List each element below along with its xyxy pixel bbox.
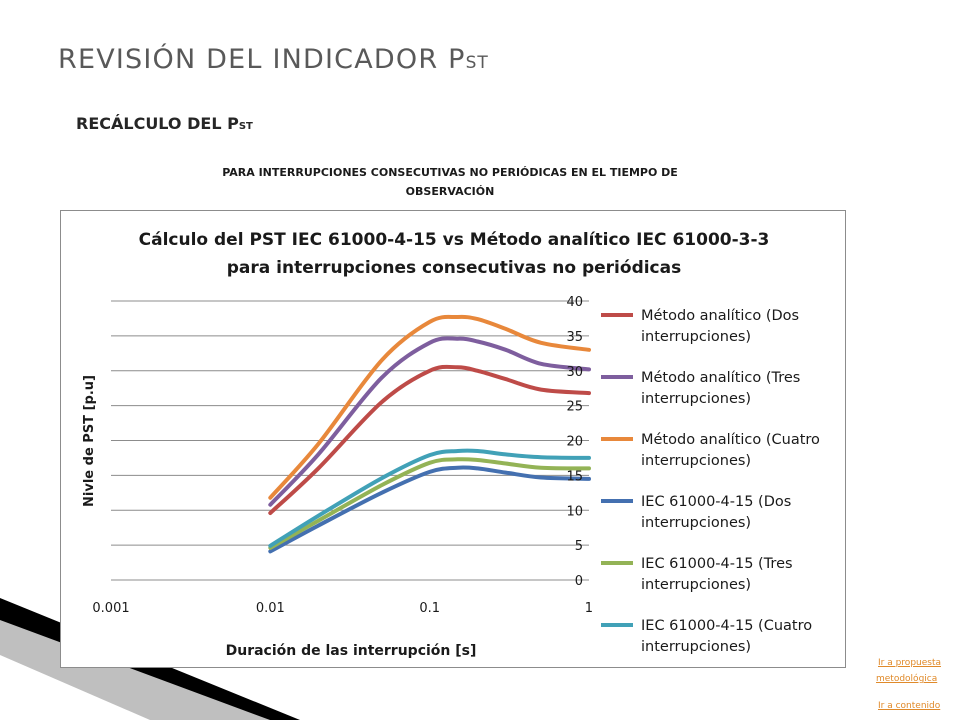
y-tick-label: 15 xyxy=(566,469,583,484)
y-tick-label: 35 xyxy=(566,330,583,345)
x-tick-label: 0.1 xyxy=(419,601,440,616)
y-tick-label: 40 xyxy=(566,295,583,310)
legend-entry-6: IEC 61000-4-15 (Cuatro interrupciones) xyxy=(641,618,812,655)
legend-entry-1: Método analítico (Dos interrupciones) xyxy=(641,308,799,345)
series-line-3 xyxy=(268,314,591,500)
y-tick-label: 5 xyxy=(575,539,583,554)
chart-title-line1: Cálculo del PST IEC 61000-4-15 vs Método… xyxy=(139,230,770,250)
series-line-4 xyxy=(268,465,591,554)
series-line-2 xyxy=(268,336,591,507)
chart-svg: Cálculo del PST IEC 61000-4-15 vs Método… xyxy=(82,230,820,659)
slide-subtitle: RECÁLCULO DEL PST xyxy=(76,114,253,133)
x-tick-label: 0.01 xyxy=(256,601,285,616)
grid-layer xyxy=(111,300,589,581)
y-axis-label: Nivle de PST [p.u] xyxy=(82,375,97,507)
series-layer xyxy=(268,314,591,554)
chart-container: Cálculo del PST IEC 61000-4-15 vs Método… xyxy=(60,210,846,668)
y-tick-label: 10 xyxy=(566,504,583,519)
link-contents[interactable]: Ir a contenido xyxy=(878,701,941,711)
y-tick-label: 0 xyxy=(575,574,583,589)
legend-entry-5: IEC 61000-4-15 (Tres interrupciones) xyxy=(641,556,793,593)
y-tick-layer: 0 5 10 15 20 25 30 35 40 xyxy=(566,295,583,589)
chart-caption: PARA INTERRUPCIONES CONSECUTIVAS NO PERI… xyxy=(222,166,678,198)
link-proposal-line2[interactable]: metodológica xyxy=(876,674,938,684)
series-line-1 xyxy=(268,364,591,515)
series-line-6 xyxy=(268,448,591,548)
y-tick-label: 20 xyxy=(566,435,583,450)
slide-title-subscript: ST xyxy=(465,53,489,73)
x-tick-layer: 0.001 0.01 0.1 1 xyxy=(92,601,593,616)
x-tick-label: 0.001 xyxy=(92,601,129,616)
slide-title: REVISIÓN DEL INDICADOR PST xyxy=(58,44,489,75)
legend: Método analítico (Dos interrupciones) Méto… xyxy=(601,308,820,655)
link-proposal-line1[interactable]: Ir a propuesta xyxy=(878,658,941,668)
series-line-5 xyxy=(268,457,591,550)
x-tick-label: 1 xyxy=(585,601,593,616)
legend-entry-4: IEC 61000-4-15 (Dos interrupciones) xyxy=(641,494,791,531)
slide-subtitle-main: RECÁLCULO DEL P xyxy=(76,114,239,133)
legend-entry-3: Método analítico (Cuatro interrupciones) xyxy=(641,432,820,469)
x-axis-label: Duración de las interrupción [s] xyxy=(226,643,477,659)
y-tick-label: 25 xyxy=(566,400,583,415)
slide-title-main: REVISIÓN DEL INDICADOR P xyxy=(58,44,466,75)
slide-subtitle-subscript: ST xyxy=(238,121,253,132)
y-tick-label: 30 xyxy=(566,365,583,380)
legend-entry-2: Método analítico (Tres interrupciones) xyxy=(641,370,800,407)
chart-title-line2: para interrupciones consecutivas no peri… xyxy=(227,258,681,278)
